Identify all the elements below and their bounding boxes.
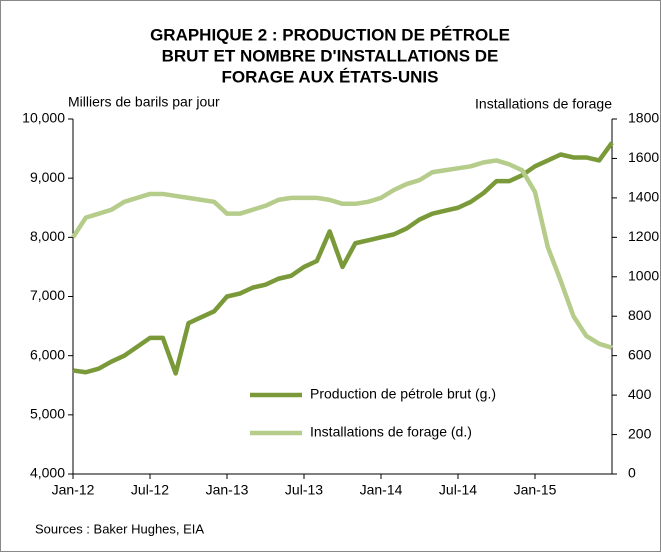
y2-tick-label: 1200 (628, 228, 659, 244)
chart-title: BRUT ET NOMBRE D'INSTALLATIONS DE (162, 46, 499, 65)
y2-tick-label: 1600 (628, 149, 659, 165)
y2-tick-label: 1400 (628, 189, 659, 205)
y-axis-label: Milliers de barils par jour (68, 94, 220, 110)
x-tick-label: Jul-13 (285, 482, 323, 498)
y-tick-label: 8,000 (30, 228, 65, 244)
series-line (71, 158, 613, 350)
y-tick-label: 9,000 (30, 169, 65, 185)
x-tick-label: Jan-12 (52, 482, 95, 498)
x-tick-label: Jul-14 (439, 482, 477, 498)
y2-tick-label: 0 (628, 465, 636, 481)
y2-tick-label: 400 (628, 386, 652, 402)
y2-tick-label: 600 (628, 346, 652, 362)
y-tick-label: 10,000 (22, 110, 65, 126)
source: Sources : Baker Hughes, EIA (35, 521, 204, 536)
y-tick-label: 4,000 (30, 465, 65, 481)
y-tick-label: 7,000 (30, 287, 65, 303)
x-tick-label: Jan-13 (206, 482, 249, 498)
x-tick-label: Jul-12 (131, 482, 169, 498)
y2-tick-label: 200 (628, 425, 652, 441)
y-tick-label: 6,000 (30, 346, 65, 362)
y2-tick-label: 800 (628, 307, 652, 323)
x-tick-label: Jan-14 (360, 482, 403, 498)
series-line (72, 141, 614, 376)
chart-title: GRAPHIQUE 2 : PRODUCTION DE PÉTROLE (150, 25, 510, 44)
legend-label: Production de pétrole brut (g.) (310, 386, 496, 402)
y-tick-label: 5,000 (30, 406, 65, 422)
y2-axis-label: Installations de forage (475, 96, 612, 112)
x-tick-label: Jan-15 (514, 482, 557, 498)
y2-tick-label: 1800 (628, 110, 659, 126)
y2-tick-label: 1000 (628, 267, 659, 283)
chart-title: FORAGE AUX ÉTATS-UNIS (222, 67, 439, 86)
legend-label: Installations de forage (d.) (310, 424, 472, 440)
